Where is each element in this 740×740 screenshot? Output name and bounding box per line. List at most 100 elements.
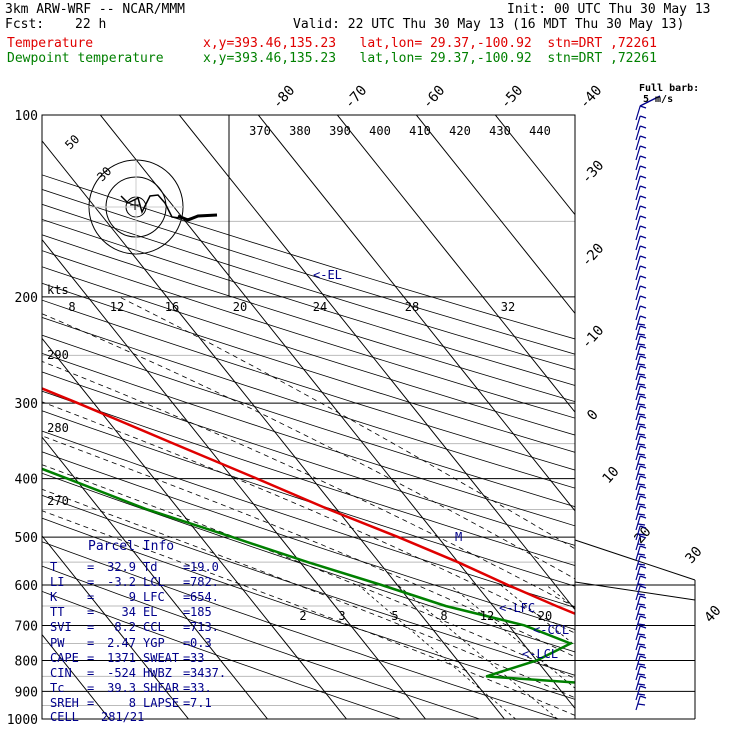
mixing-ratio-label: 20	[233, 300, 247, 314]
wind-barb	[635, 275, 641, 291]
dry-adiabat-line	[42, 218, 575, 386]
wind-barb-flag	[640, 315, 647, 319]
dry-adiabat-line	[42, 590, 401, 719]
wind-barb	[635, 455, 641, 471]
wind-barb	[635, 675, 641, 691]
parcel-cell-value: 281/21	[101, 710, 145, 724]
parcel-value-b: 185	[190, 605, 212, 620]
isotherm-label: -20	[579, 241, 608, 271]
parcel-label-b: SWEAT	[143, 650, 180, 665]
wind-barb-flag	[640, 425, 647, 429]
parcel-equals: =	[183, 650, 191, 665]
parcel-equals: =	[87, 665, 95, 680]
forecast-label: Fcst:	[5, 17, 45, 32]
wind-barb-flag	[637, 643, 646, 646]
theta-label: 440	[529, 124, 551, 138]
wind-barb-flag	[640, 145, 647, 149]
parcel-value-b: 0.3	[190, 635, 212, 650]
pressure-tick-label: 800	[15, 654, 38, 669]
parcel-label-a: CIN	[50, 665, 72, 680]
theta-label: 420	[449, 124, 471, 138]
dry-adiabat-label: 290	[47, 348, 69, 362]
parcel-value-b: 33.	[190, 680, 212, 695]
wind-barb-flag	[640, 595, 647, 599]
wind-barb-flag	[637, 483, 646, 486]
wind-barb-flag	[640, 545, 647, 549]
wind-barb-flag	[640, 405, 647, 409]
dry-adiabat-line	[42, 541, 559, 719]
wind-barb	[635, 345, 641, 361]
wind-barb	[635, 475, 641, 491]
dry-adiabat-line	[42, 565, 480, 719]
mixing-ratio-label: 16	[165, 300, 179, 314]
parcel-value-b: 654.	[190, 590, 219, 605]
mixing-ratio-label: 3	[338, 609, 345, 623]
isotherm-label: -30	[579, 158, 608, 188]
wind-barb-flag	[640, 195, 647, 199]
wind-barb-flag	[637, 393, 646, 396]
dry-adiabat-line	[42, 430, 575, 608]
moist-adiabat-line	[42, 488, 575, 699]
parcel-value-b: 19.0	[190, 560, 219, 574]
dewpoint-profile-line	[42, 467, 575, 684]
theta-label: 390	[329, 124, 351, 138]
wind-barb-flag	[640, 465, 647, 469]
wind-barb-flag	[640, 635, 647, 639]
parcel-label-b: HWBZ	[143, 665, 172, 680]
wind-barb	[635, 435, 641, 451]
temperature-profile-line	[42, 387, 575, 616]
wind-barb-flag	[637, 663, 646, 666]
parcel-cell-label: CELL	[50, 710, 79, 724]
parcel-equals: =	[183, 575, 191, 590]
mixing-ratio-label: 2	[299, 609, 306, 623]
parcel-equals: =	[87, 590, 95, 605]
isotherm-label: -50	[498, 83, 527, 113]
dry-adiabat-line	[42, 390, 575, 566]
parcel-equals: =	[87, 575, 95, 590]
wind-barb-flag	[640, 525, 647, 529]
wind-barb-flag	[637, 653, 646, 656]
wind-barb	[635, 665, 641, 681]
wind-barb	[635, 595, 641, 611]
lfc-marker: <-LFC	[499, 601, 535, 615]
pressure-tick-label: 900	[15, 685, 38, 700]
wind-barb-flag	[640, 535, 647, 539]
parcel-value-b: 713.	[190, 620, 219, 635]
wind-barb-flag	[640, 265, 647, 269]
wind-barb-flag	[640, 445, 647, 449]
wind-barb	[635, 515, 641, 531]
wind-barb-flag	[637, 533, 646, 536]
parcel-value-b: 33	[190, 650, 205, 665]
isotherm-line	[42, 535, 189, 719]
wind-barb	[635, 605, 641, 621]
dry-adiabat-line	[42, 299, 575, 471]
mixing-ratio-line	[357, 584, 516, 719]
isotherm-line	[336, 115, 575, 413]
parcel-equals: =	[87, 695, 95, 710]
wind-barb	[635, 405, 641, 421]
wind-barb-flag	[640, 155, 647, 159]
wind-barb-flag	[637, 633, 646, 636]
parcel-equals: =	[183, 590, 191, 605]
wind-barb	[635, 485, 641, 501]
mixing-ratio-line	[449, 584, 575, 689]
wind-barb	[635, 185, 641, 201]
wind-barb	[635, 105, 641, 121]
parcel-equals: =	[87, 680, 95, 695]
wind-barb	[635, 215, 641, 231]
wind-barb	[635, 635, 641, 651]
wind-barb	[635, 355, 641, 371]
wind-barb-flag	[637, 333, 646, 336]
pressure-tick-label: 300	[15, 397, 38, 412]
wind-barb-flag	[637, 563, 646, 566]
parcel-info-title: Parcel Info	[88, 539, 175, 554]
wind-barb-flag	[640, 685, 647, 689]
wind-barb-flag	[637, 543, 646, 546]
wind-barb-flag	[640, 415, 647, 419]
moist-adiabat-line	[118, 296, 575, 550]
wind-barb-flag	[637, 423, 646, 426]
parcel-value-b: 782.	[190, 575, 219, 590]
theta-label: 380	[289, 124, 311, 138]
